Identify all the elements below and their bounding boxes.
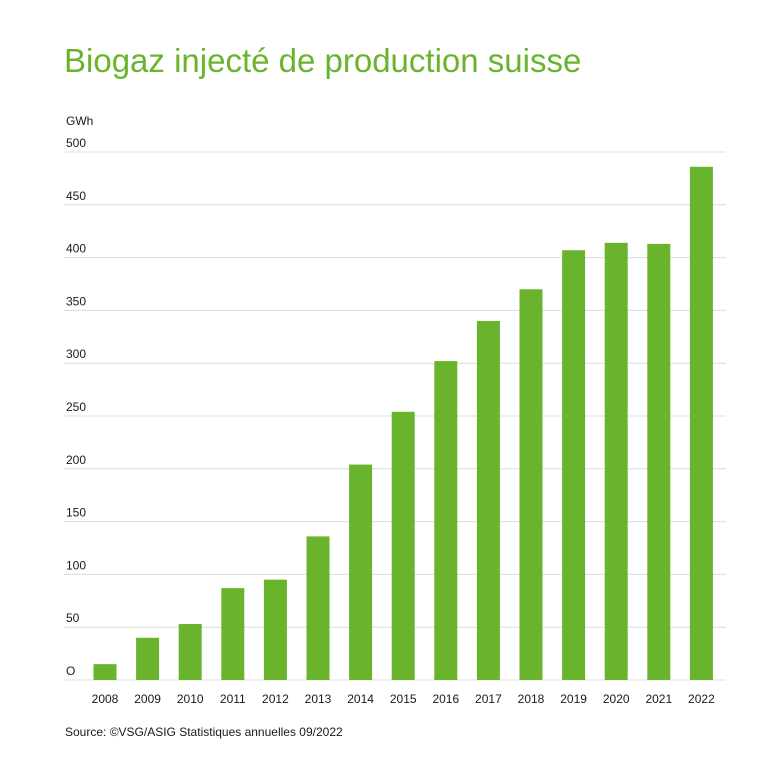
y-axis-unit-label: GWh [66,114,94,128]
x-tick-label: 2019 [560,692,587,706]
y-tick-label: 50 [66,611,80,625]
y-tick-label: 100 [66,558,86,572]
x-tick-label: 2012 [262,692,289,706]
x-tick-label: 2009 [134,692,161,706]
bar-2020 [604,242,628,681]
x-tick-label: 2015 [390,692,417,706]
bars [93,166,713,681]
x-tick-label: 2016 [432,692,459,706]
bar-2010 [178,624,202,680]
y-tick-label: 150 [66,506,86,520]
y-tick-label: 400 [66,242,86,256]
bar-2013 [306,536,330,680]
x-tick-label: 2020 [603,692,630,706]
x-tick-label: 2017 [475,692,502,706]
y-tick-label: 200 [66,453,86,467]
bar-2014 [349,464,373,680]
bar-2018 [519,289,543,680]
x-axis-tick-labels: 2008 2009 2010 2011 2012 2013 2014 2015 2016 2017… [92,692,715,706]
bar-2008 [93,664,117,680]
y-tick-label: 300 [66,347,86,361]
y-tick-label: O [66,664,75,678]
x-tick-label: 2008 [92,692,119,706]
source-note: Source: ©VSG/ASIG Statistiques annuelles… [65,725,343,739]
x-tick-label: 2021 [645,692,672,706]
bar-2021 [647,243,671,680]
chart-title: Biogaz injecté de production suisse [64,42,582,79]
bar-2016 [434,361,458,680]
y-tick-label: 450 [66,189,86,203]
bar-2012 [263,579,287,680]
bar-2019 [562,250,586,680]
x-tick-label: 2022 [688,692,715,706]
bar-2015 [391,411,415,680]
y-tick-label: 250 [66,400,86,414]
x-tick-label: 2011 [220,692,246,706]
bar-2009 [136,637,160,680]
x-tick-label: 2013 [305,692,332,706]
y-tick-label: 350 [66,294,86,308]
y-axis-tick-labels: O 50 100 150 200 250 300 350 400 450 500 [66,136,86,678]
y-tick-label: 500 [66,136,86,150]
x-tick-label: 2010 [177,692,204,706]
bar-2011 [221,588,245,680]
bar-2022 [689,166,713,680]
bar-2017 [476,320,500,680]
x-tick-label: 2014 [347,692,374,706]
x-tick-label: 2018 [518,692,545,706]
